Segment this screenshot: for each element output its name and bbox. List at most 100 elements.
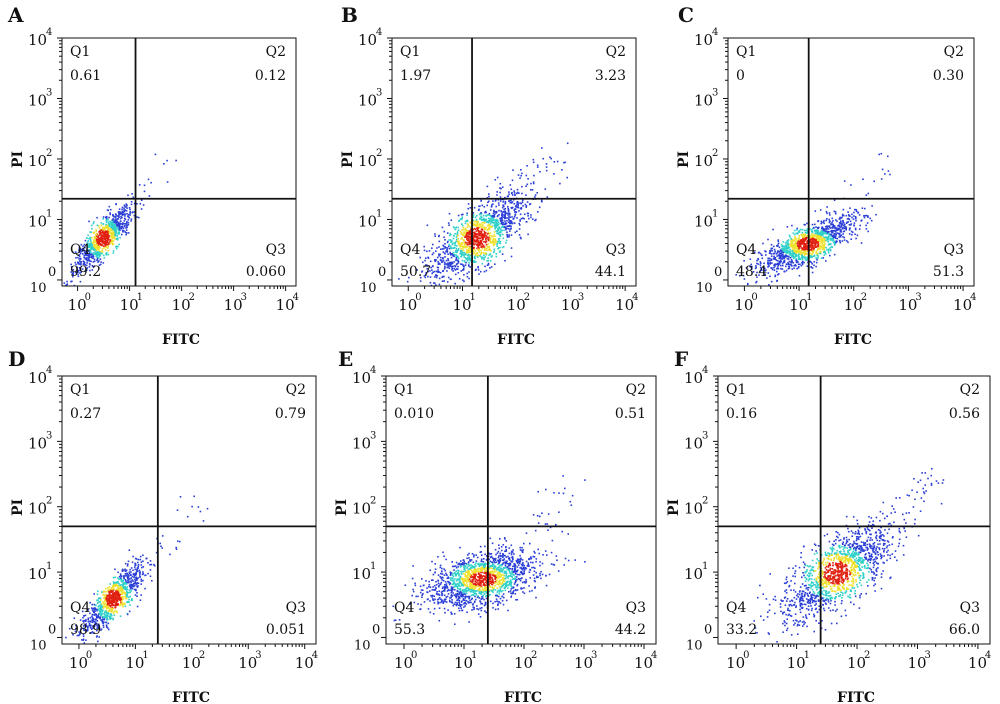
event-dot <box>125 227 127 229</box>
event-dot <box>92 607 95 610</box>
event-dot <box>776 279 778 282</box>
event-dot <box>495 199 497 201</box>
event-dot <box>110 240 112 242</box>
event-dot <box>795 254 798 256</box>
event-dot <box>442 270 444 272</box>
event-dot <box>822 240 824 242</box>
event-dot <box>804 253 806 256</box>
event-dot <box>97 640 99 643</box>
event-dot <box>782 241 785 243</box>
event-dot <box>489 267 491 269</box>
event-dot <box>86 248 88 251</box>
event-dot <box>469 236 472 238</box>
event-dot <box>464 228 466 231</box>
event-dot <box>107 603 109 605</box>
event-dot <box>129 208 131 211</box>
event-dot <box>439 263 441 265</box>
event-cloud <box>65 495 209 644</box>
event-dot <box>755 266 757 269</box>
y-tick-label: 10 <box>28 31 47 49</box>
event-dot <box>493 231 496 233</box>
event-dot <box>759 264 762 266</box>
event-dot <box>827 225 830 228</box>
event-dot <box>461 249 463 252</box>
event-dot <box>831 235 834 237</box>
event-dot <box>109 240 111 243</box>
event-dot <box>120 592 123 595</box>
event-dot <box>128 549 131 551</box>
event-dot <box>84 624 86 627</box>
event-dot <box>498 242 501 244</box>
event-dot <box>123 222 126 225</box>
event-dot <box>443 245 445 248</box>
event-dot <box>142 579 144 582</box>
event-dot <box>464 246 467 249</box>
event-dot <box>122 582 125 585</box>
event-dot <box>847 221 849 223</box>
event-dot <box>559 182 561 185</box>
event-dot <box>837 228 840 231</box>
event-dot <box>109 208 112 211</box>
event-dot <box>517 191 519 194</box>
event-dot <box>87 253 90 256</box>
event-dot <box>516 217 518 219</box>
event-dot <box>117 211 120 213</box>
event-dot <box>502 237 505 240</box>
event-dot <box>115 582 117 584</box>
event-dot <box>81 268 84 270</box>
x-tick-exponent: 4 <box>293 292 299 303</box>
event-dot <box>115 604 117 606</box>
event-dot <box>801 263 804 266</box>
event-dot <box>843 180 846 182</box>
event-dot <box>124 594 127 596</box>
event-dot <box>100 231 103 234</box>
event-dot <box>476 239 478 242</box>
event-dot <box>100 239 102 242</box>
event-dot <box>118 227 121 229</box>
event-dot <box>83 256 86 259</box>
event-dot <box>827 235 830 238</box>
event-dot <box>446 251 448 253</box>
event-dot <box>115 592 117 594</box>
event-dot <box>100 599 102 601</box>
event-dot <box>106 617 108 619</box>
event-dot <box>71 272 74 275</box>
event-dot <box>480 200 482 202</box>
event-dot <box>504 200 507 203</box>
event-dot <box>456 233 459 235</box>
event-dot <box>466 249 468 251</box>
event-dot <box>810 255 812 257</box>
event-dot <box>468 277 470 280</box>
event-dot <box>120 602 122 605</box>
event-dot <box>98 242 100 245</box>
event-dot <box>480 241 482 243</box>
event-dot <box>82 263 85 265</box>
event-dot <box>499 242 502 245</box>
event-dot <box>451 267 454 270</box>
event-dot <box>766 277 768 279</box>
event-dot <box>827 238 829 241</box>
event-dot <box>494 227 496 230</box>
event-dot <box>435 259 437 261</box>
y-zero-label: 0 <box>48 622 56 637</box>
event-dot <box>142 560 144 562</box>
event-dot <box>127 223 130 226</box>
event-dot <box>797 254 800 256</box>
event-dot <box>520 174 522 177</box>
event-dot <box>98 604 101 607</box>
event-dot <box>107 628 110 631</box>
event-dot <box>103 603 105 606</box>
event-dot <box>800 249 803 252</box>
event-dot <box>124 592 126 595</box>
event-dot <box>507 205 509 208</box>
event-dot <box>98 237 100 240</box>
event-dot <box>89 231 92 233</box>
event-dot <box>150 181 152 184</box>
event-dot <box>508 212 511 215</box>
event-dot <box>826 227 828 229</box>
event-dot <box>824 231 827 234</box>
event-dot <box>812 237 814 240</box>
event-dot <box>450 241 452 243</box>
event-dot <box>804 251 806 254</box>
